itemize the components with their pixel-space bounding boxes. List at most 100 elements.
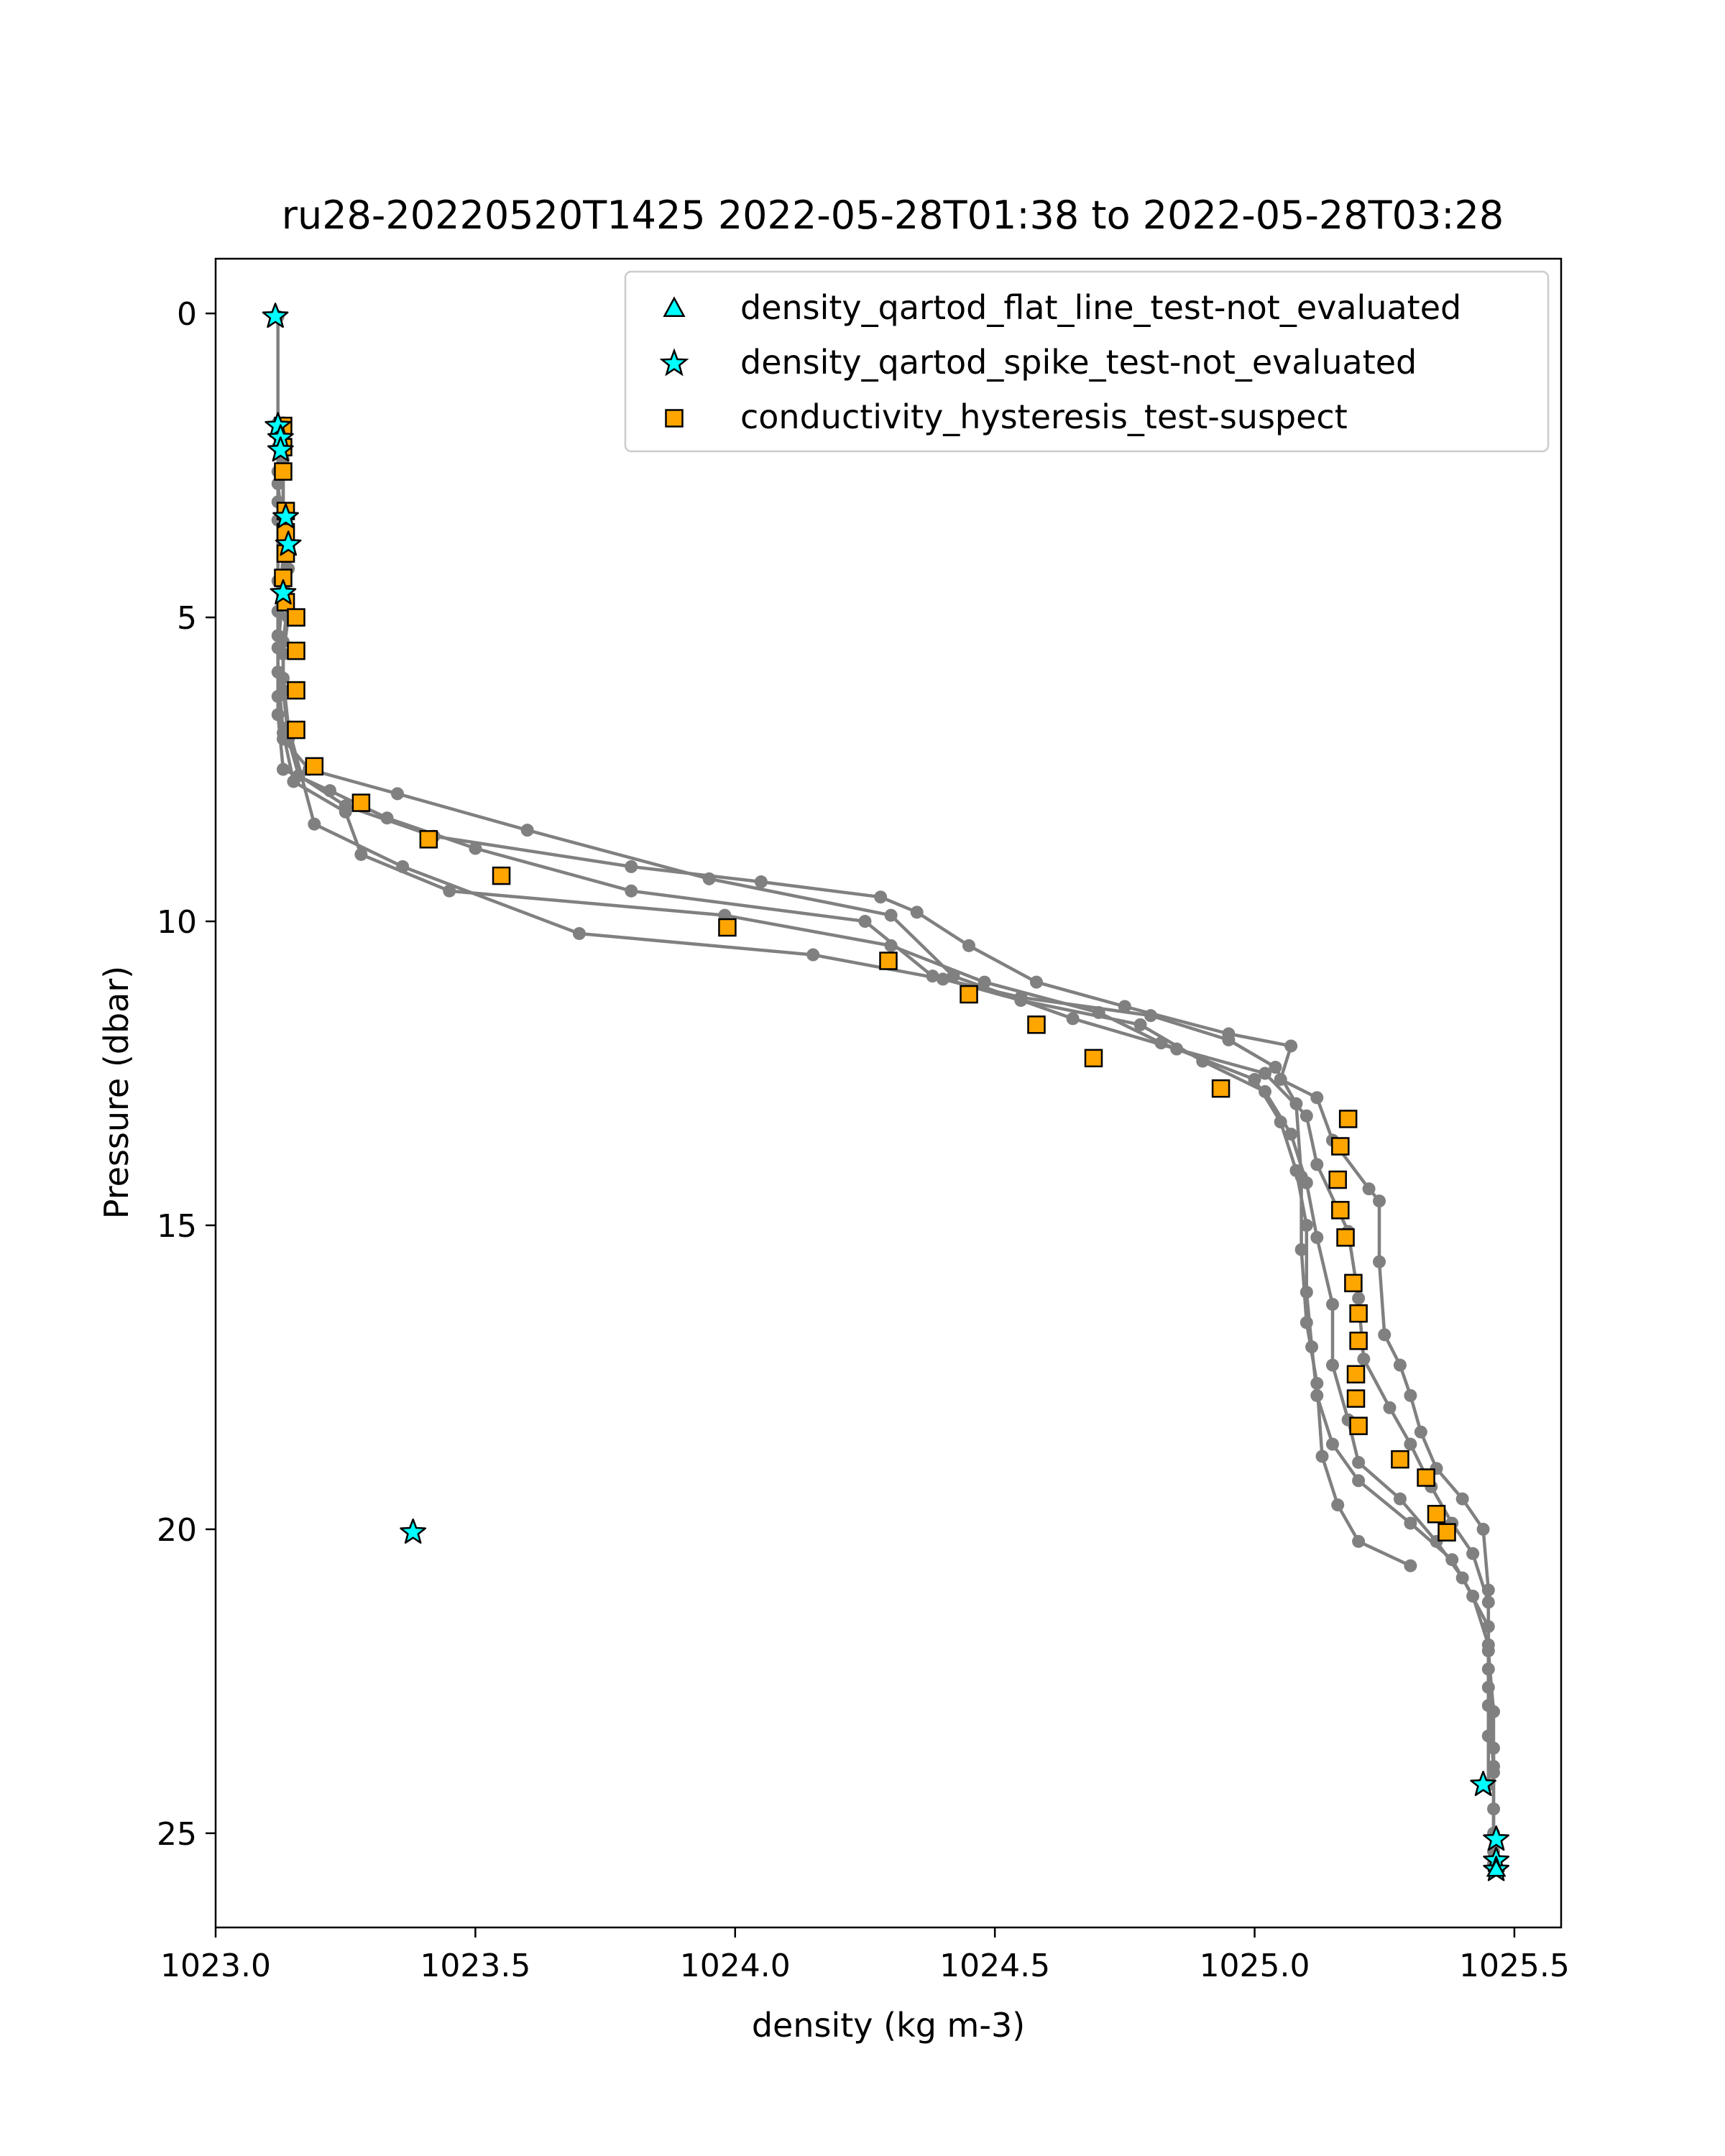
y-tick-label: 25 <box>157 1816 197 1853</box>
profile-point <box>1393 1358 1407 1372</box>
spike-test-marker <box>1470 1770 1496 1797</box>
profile-point <box>469 842 482 855</box>
suspect-marker <box>1349 1416 1368 1435</box>
y-tick-label: 20 <box>157 1512 197 1549</box>
legend-frame <box>624 270 1550 453</box>
suspect-marker <box>274 462 293 481</box>
profile-point <box>1284 1039 1298 1053</box>
profile-point <box>390 787 404 801</box>
profile-point <box>910 906 924 919</box>
y-tick-label: 15 <box>157 1208 197 1245</box>
y-axis-label: Pressure (dbar) <box>97 966 136 1219</box>
profile-point <box>1362 1182 1376 1196</box>
profile-point <box>1154 1036 1168 1050</box>
spike-test-marker <box>1483 1825 1510 1851</box>
legend-label: density_qartod_flat_line_test-not_evalua… <box>740 288 1461 327</box>
profile-point <box>1248 1072 1261 1086</box>
profile-point <box>380 811 394 825</box>
profile-point <box>276 763 290 776</box>
profile-point <box>884 939 898 952</box>
legend-label: density_qartod_spike_test-not_evaluated <box>740 343 1417 382</box>
profile-point <box>1373 1255 1386 1268</box>
profile-point <box>1269 1061 1282 1074</box>
suspect-marker <box>1427 1505 1446 1524</box>
profile-point <box>1404 1516 1417 1530</box>
profile-point <box>625 860 638 873</box>
profile-point <box>1294 1170 1308 1184</box>
suspect-marker <box>1438 1523 1456 1542</box>
spike-test-marker <box>262 303 289 328</box>
profile-point <box>339 805 352 819</box>
suspect-marker <box>1084 1049 1103 1068</box>
profile-point <box>276 635 290 648</box>
x-tick-label: 1025.0 <box>1200 1948 1310 1984</box>
suspect-marker <box>1417 1468 1435 1487</box>
profile-point <box>1445 1553 1459 1567</box>
profile-point <box>1404 1559 1417 1572</box>
profile-point <box>1383 1401 1397 1414</box>
profile-point <box>1315 1450 1329 1463</box>
profile-point <box>287 775 300 788</box>
x-tick-label: 1024.5 <box>939 1948 1050 1984</box>
chart-title: ru28-20220520T1425 2022-05-28T01:38 to 2… <box>282 193 1504 238</box>
profile-point <box>1284 1128 1298 1141</box>
spike-test-marker <box>400 1518 427 1544</box>
profile-point <box>1259 1067 1272 1080</box>
spike-test-marker <box>270 579 297 605</box>
profile-point <box>1325 1297 1339 1311</box>
legend: density_qartod_flat_line_test-not_evalua… <box>624 270 1550 453</box>
profile-line <box>276 447 1496 1766</box>
profile-point <box>1487 1759 1501 1773</box>
profile-point <box>1118 1000 1131 1013</box>
suspect-marker <box>492 866 511 885</box>
profile-point <box>1133 1018 1147 1031</box>
profile-point <box>1393 1492 1407 1506</box>
profile-point <box>308 817 321 831</box>
profile-point <box>1352 1474 1366 1488</box>
suspect-marker <box>718 918 737 937</box>
suspect-marker <box>1349 1304 1368 1323</box>
suspect-marker <box>1331 1201 1350 1220</box>
profile-point <box>858 915 872 929</box>
x-tick-label: 1025.5 <box>1459 1948 1570 1984</box>
profile-point <box>1352 1534 1366 1548</box>
legend-square-icon <box>665 409 684 428</box>
profile-point <box>1481 1638 1495 1651</box>
profile-point <box>1310 1158 1324 1171</box>
suspect-marker <box>1211 1079 1230 1098</box>
profile-point <box>1310 1230 1324 1244</box>
profile-point <box>754 875 768 889</box>
y-tick-label: 0 <box>177 296 197 333</box>
profile-point <box>874 890 888 904</box>
profile-point <box>1357 1353 1371 1366</box>
suspect-marker <box>1391 1450 1409 1469</box>
profile-point <box>1066 1012 1080 1026</box>
y-tick-label: 5 <box>177 600 197 637</box>
y-axis: 0 5 10 15 20 25 <box>157 296 216 1853</box>
spike-test-marker <box>272 503 299 529</box>
profile-point <box>1144 1009 1158 1023</box>
profile-point <box>1289 1097 1303 1110</box>
x-tick-label: 1023.5 <box>420 1948 530 1984</box>
profile-point <box>1481 1699 1495 1713</box>
axes-frame <box>214 257 1563 1929</box>
profile-point <box>1378 1328 1392 1342</box>
legend-label: conductivity_hysteresis_test-suspect <box>740 397 1348 436</box>
profile-point <box>1300 1316 1313 1330</box>
suspect-marker <box>287 720 305 740</box>
profile-point <box>1300 1218 1313 1232</box>
profile-point <box>1476 1522 1490 1536</box>
suspect-marker <box>960 985 978 1004</box>
profile-point <box>396 860 410 873</box>
profile-point <box>1414 1425 1427 1439</box>
profile-point <box>1300 1109 1313 1123</box>
profile-line <box>276 316 1496 1864</box>
profile-point <box>625 884 638 898</box>
profile-point <box>1404 1388 1417 1402</box>
suspect-marker <box>1344 1273 1363 1293</box>
x-axis-label: density (kg m-3) <box>752 2006 1025 2045</box>
profile-point <box>1294 1243 1308 1256</box>
suspect-marker <box>305 757 324 776</box>
profile-point <box>936 972 949 986</box>
profile-point <box>1455 1492 1469 1506</box>
